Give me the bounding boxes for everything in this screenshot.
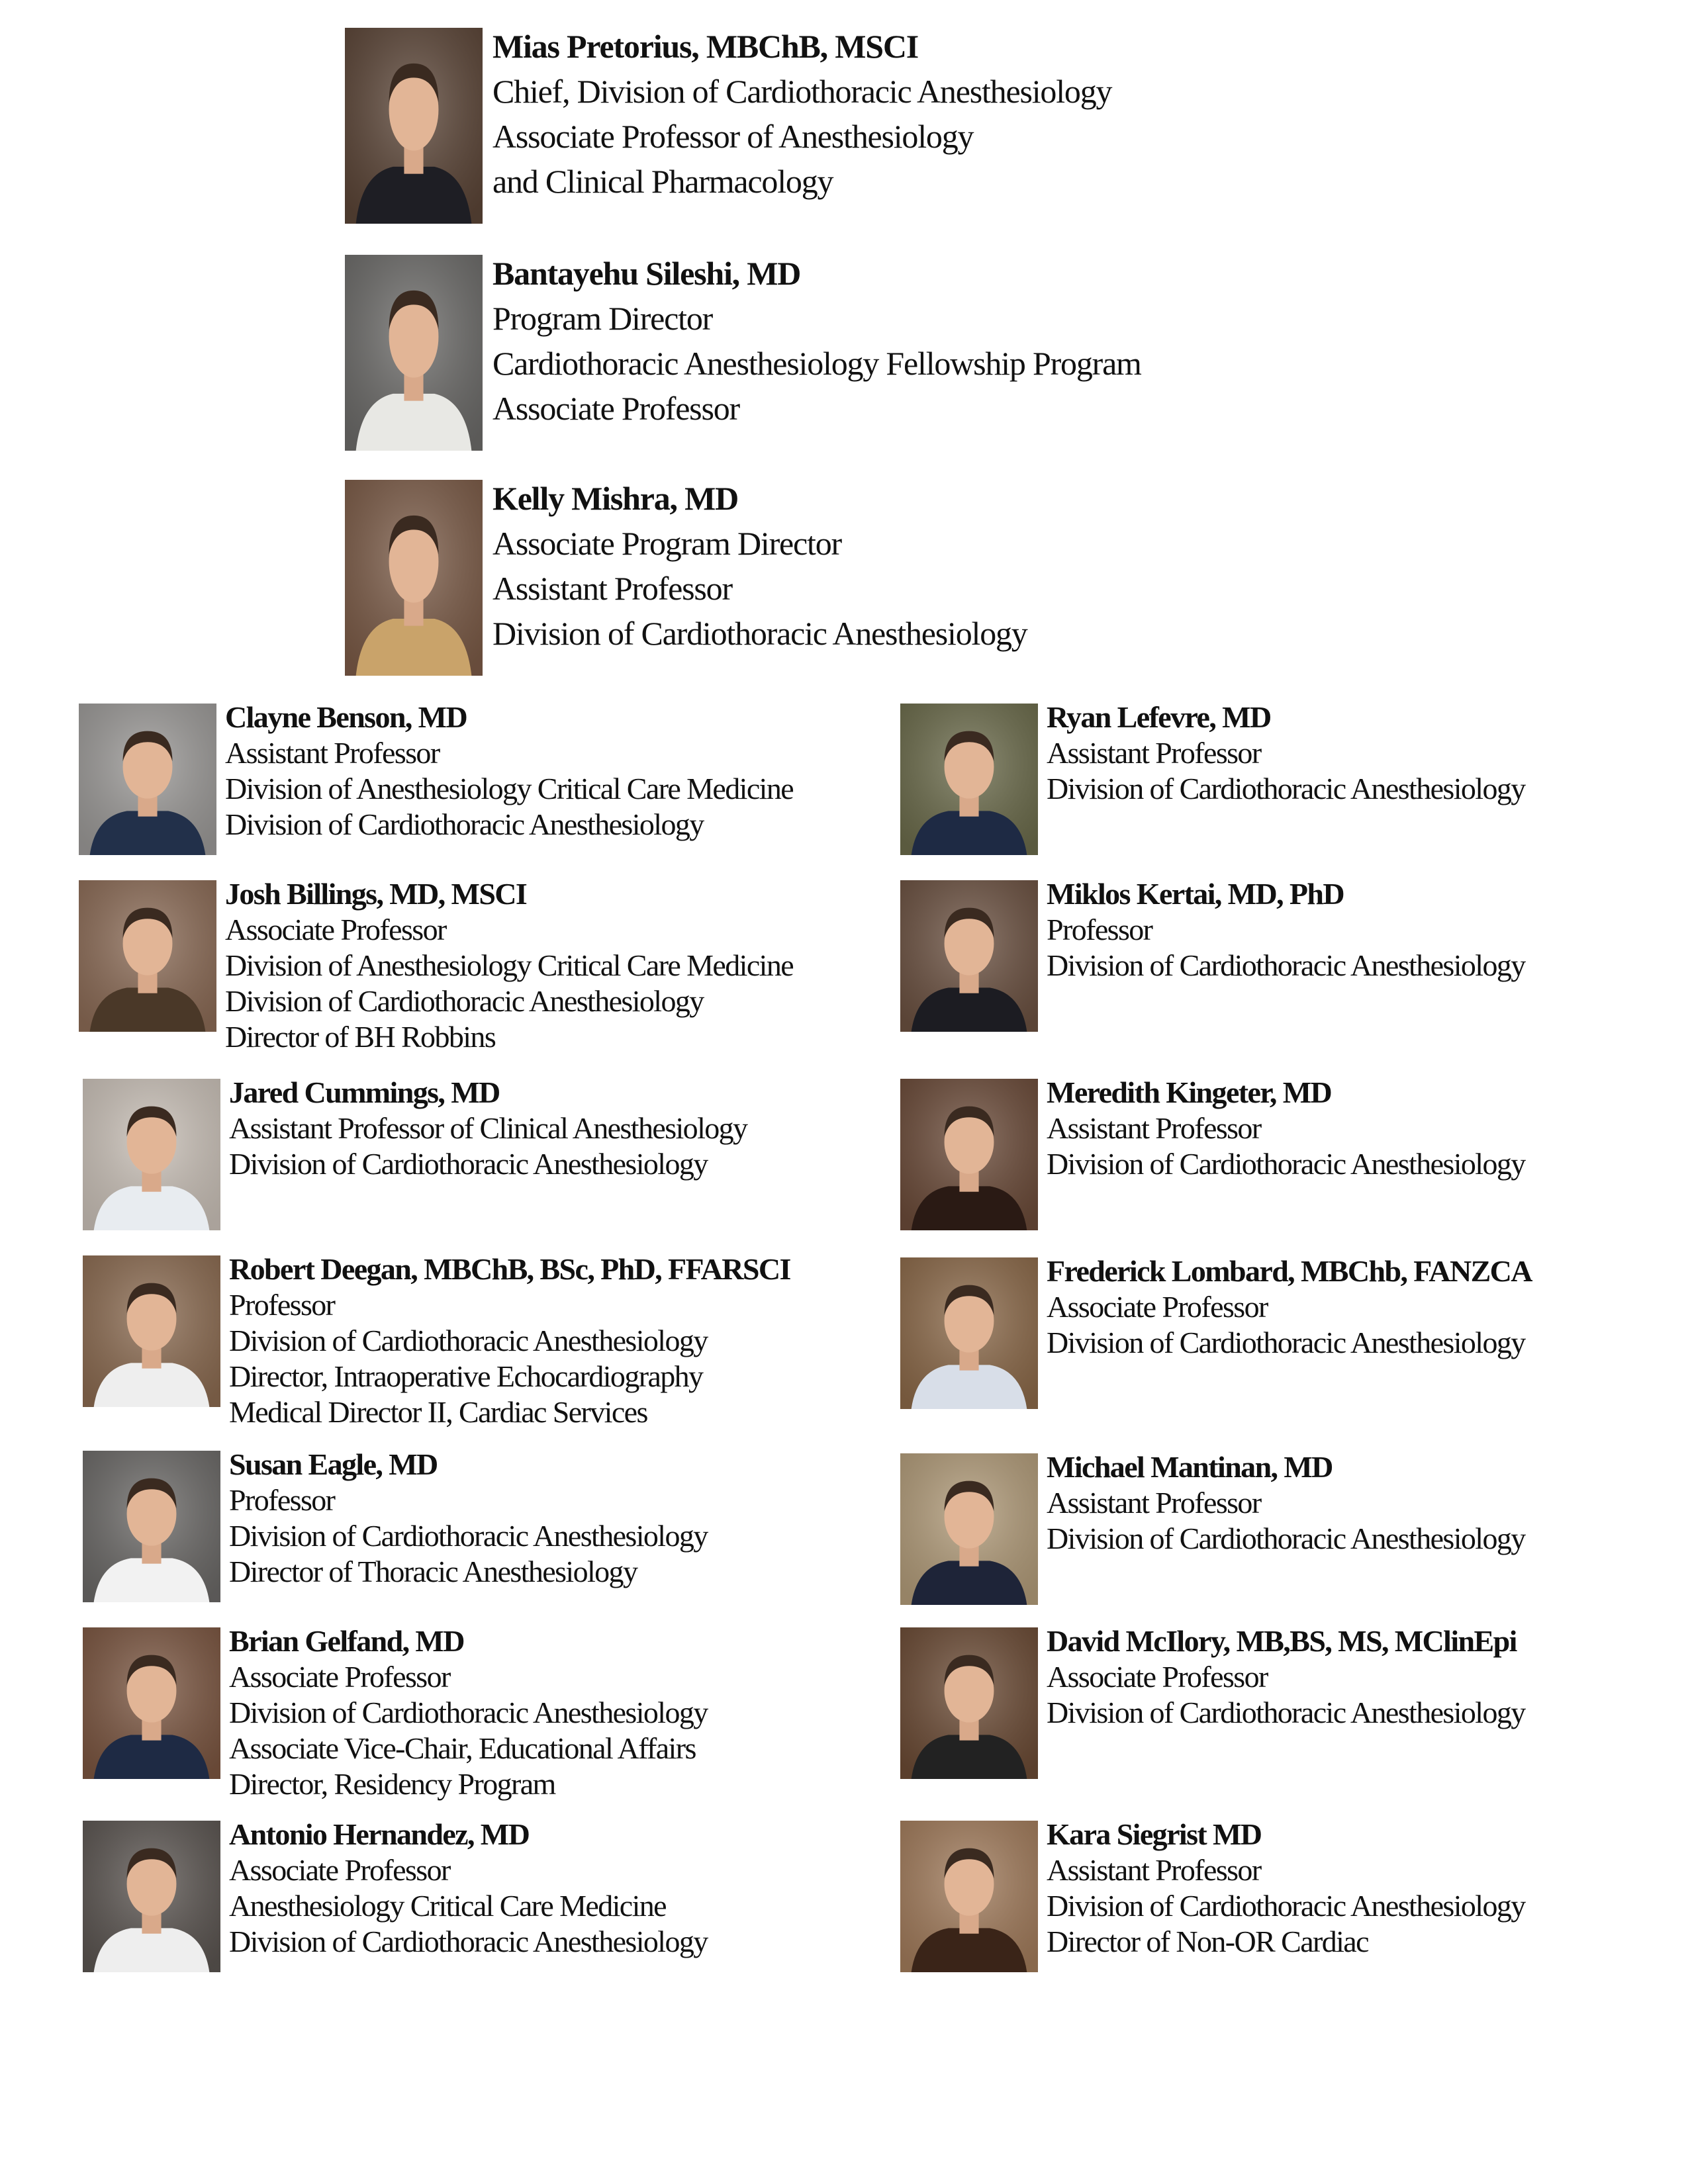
faculty-name: Josh Billings, MD, MSCI (225, 877, 528, 911)
faculty-title-line: Division of Cardiothoracic Anesthesiolog… (1047, 1889, 1526, 1923)
faculty-title-line: Division of Cardiothoracic Anesthesiolog… (225, 807, 704, 841)
faculty-info: Meredith Kingeter, MD Assistant Professor… (1047, 1075, 1526, 1182)
faculty-title-line: Assistant Professor (492, 570, 733, 607)
faculty-name: Frederick Lombard, MBChb, FANZCA (1047, 1254, 1533, 1288)
faculty-title-line: Anesthesiology Critical Care Medicine (229, 1889, 667, 1923)
faculty-title-line: Division of Cardiothoracic Anesthesiolog… (492, 615, 1028, 652)
faculty-name: Kara Siegrist MD (1047, 1817, 1262, 1851)
faculty-title-line: Associate Professor (229, 1853, 451, 1887)
faculty-title-line: Division of Cardiothoracic Anesthesiolog… (1047, 1696, 1526, 1729)
faculty-name: Jared Cummings, MD (229, 1075, 500, 1109)
portrait-photo (900, 1821, 1038, 1972)
faculty-title-line: Medical Director II, Cardiac Services (229, 1395, 648, 1429)
portrait-photo (83, 1079, 220, 1230)
faculty-name: Meredith Kingeter, MD (1047, 1075, 1333, 1109)
faculty-name: David McIlory, MB,BS, MS, MClinEpi (1047, 1624, 1517, 1658)
faculty-info: Clayne Benson, MD Assistant Professor Divi… (225, 700, 794, 842)
faculty-name: Ryan Lefevre, MD (1047, 700, 1272, 734)
faculty-info: Frederick Lombard, MBChb, FANZCA Associat… (1047, 1253, 1533, 1361)
faculty-title-line: Director, Intraoperative Echocardiograph… (229, 1359, 704, 1393)
faculty-title-line: Division of Cardiothoracic Anesthesiolog… (229, 1925, 708, 1958)
faculty-title-line: Assistant Professor (1047, 736, 1262, 770)
portrait-photo (900, 1453, 1038, 1605)
faculty-name: Mias Pretorius, MBChB, MSCI (492, 28, 919, 65)
faculty-name: Brian Gelfand, MD (229, 1624, 465, 1658)
faculty-title-line: Assistant Professor (1047, 1853, 1262, 1887)
faculty-title-line: Associate Professor (492, 390, 740, 427)
faculty-info: Ryan Lefevre, MD Assistant Professor Divis… (1047, 700, 1526, 807)
portrait-photo (79, 704, 216, 855)
faculty-title-line: Assistant Professor (1047, 1111, 1262, 1145)
faculty-title-line: Assistant Professor (1047, 1486, 1262, 1520)
faculty-title-line: Director of Non-OR Cardiac (1047, 1925, 1370, 1958)
faculty-title-line: Division of Cardiothoracic Anesthesiolog… (1047, 772, 1526, 805)
faculty-title-line: Professor (1047, 913, 1153, 946)
faculty-info: Kara Siegrist MD Assistant Professor Divis… (1047, 1817, 1526, 1960)
faculty-info: Mias Pretorius, MBChB, MSCI Chief, Divisi… (492, 24, 1112, 204)
faculty-title-line: Division of Cardiothoracic Anesthesiolog… (1047, 948, 1526, 982)
faculty-title-line: Division of Cardiothoracic Anesthesiolog… (229, 1147, 708, 1181)
faculty-info: Susan Eagle, MD Professor Division of Card… (229, 1447, 708, 1590)
portrait-photo (345, 28, 483, 224)
faculty-title-line: Division of Cardiothoracic Anesthesiolog… (229, 1324, 708, 1357)
faculty-title-line: Associate Vice-Chair, Educational Affair… (229, 1731, 696, 1765)
faculty-title-line: Associate Professor (1047, 1290, 1268, 1324)
faculty-title-line: Associate Professor (225, 913, 447, 946)
portrait-photo (83, 1451, 220, 1602)
faculty-name: Susan Eagle, MD (229, 1447, 438, 1481)
faculty-title-line: Associate Program Director (492, 525, 842, 562)
faculty-info: Kelly Mishra, MD Associate Program Direct… (492, 476, 1028, 656)
faculty-name: Miklos Kertai, MD, PhD (1047, 877, 1345, 911)
faculty-name: Clayne Benson, MD (225, 700, 468, 734)
portrait-photo (83, 1821, 220, 1972)
faculty-info: Antonio Hernandez, MD Associate Professor… (229, 1817, 708, 1960)
faculty-name: Antonio Hernandez, MD (229, 1817, 530, 1851)
faculty-title-line: Director, Residency Program (229, 1767, 556, 1801)
faculty-info: Robert Deegan, MBChB, BSc, PhD, FFARSCI P… (229, 1251, 791, 1430)
faculty-title-line: and Clinical Pharmacology (492, 163, 834, 200)
faculty-title-line: Cardiothoracic Anesthesiology Fellowship… (492, 345, 1142, 382)
faculty-name: Bantayehu Sileshi, MD (492, 255, 801, 292)
faculty-title-line: Division of Anesthesiology Critical Care… (225, 948, 794, 982)
faculty-title-line: Division of Cardiothoracic Anesthesiolog… (229, 1519, 708, 1553)
faculty-name: Robert Deegan, MBChB, BSc, PhD, FFARSCI (229, 1252, 791, 1286)
faculty-title-line: Division of Cardiothoracic Anesthesiolog… (229, 1696, 708, 1729)
portrait-photo (900, 1079, 1038, 1230)
faculty-name: Michael Mantinan, MD (1047, 1450, 1333, 1484)
faculty-title-line: Division of Cardiothoracic Anesthesiolog… (1047, 1147, 1526, 1181)
faculty-title-line: Chief, Division of Cardiothoracic Anesth… (492, 73, 1112, 110)
faculty-title-line: Director of BH Robbins (225, 1020, 496, 1054)
faculty-title-line: Associate Professor (229, 1660, 451, 1694)
faculty-info: Bantayehu Sileshi, MD Program Director Car… (492, 251, 1142, 431)
portrait-photo (79, 880, 216, 1032)
faculty-info: Brian Gelfand, MD Associate Professor Divi… (229, 1623, 708, 1802)
portrait-photo (900, 880, 1038, 1032)
faculty-title-line: Professor (229, 1483, 336, 1517)
faculty-title-line: Division of Cardiothoracic Anesthesiolog… (225, 984, 704, 1018)
faculty-info: David McIlory, MB,BS, MS, MClinEpi Associ… (1047, 1623, 1526, 1731)
faculty-info: Michael Mantinan, MD Assistant Professor D… (1047, 1449, 1526, 1557)
faculty-title-line: Division of Cardiothoracic Anesthesiolog… (1047, 1326, 1526, 1359)
faculty-title-line: Professor (229, 1288, 336, 1322)
portrait-photo (900, 1257, 1038, 1409)
faculty-title-line: Assistant Professor of Clinical Anesthes… (229, 1111, 748, 1145)
faculty-title-line: Division of Anesthesiology Critical Care… (225, 772, 794, 805)
faculty-title-line: Associate Professor (1047, 1660, 1268, 1694)
faculty-info: Jared Cummings, MD Assistant Professor of… (229, 1075, 748, 1182)
portrait-photo (900, 1627, 1038, 1779)
faculty-info: Josh Billings, MD, MSCI Associate Profess… (225, 876, 794, 1055)
portrait-photo (345, 255, 483, 451)
portrait-photo (900, 704, 1038, 855)
portrait-photo (345, 480, 483, 676)
faculty-title-line: Program Director (492, 300, 713, 337)
faculty-title-line: Associate Professor of Anesthesiology (492, 118, 974, 155)
faculty-info: Miklos Kertai, MD, PhD Professor Division … (1047, 876, 1526, 983)
faculty-title-line: Director of Thoracic Anesthesiology (229, 1555, 638, 1588)
faculty-title-line: Division of Cardiothoracic Anesthesiolog… (1047, 1522, 1526, 1555)
faculty-title-line: Assistant Professor (225, 736, 440, 770)
portrait-photo (83, 1255, 220, 1407)
portrait-photo (83, 1627, 220, 1779)
faculty-name: Kelly Mishra, MD (492, 480, 739, 517)
